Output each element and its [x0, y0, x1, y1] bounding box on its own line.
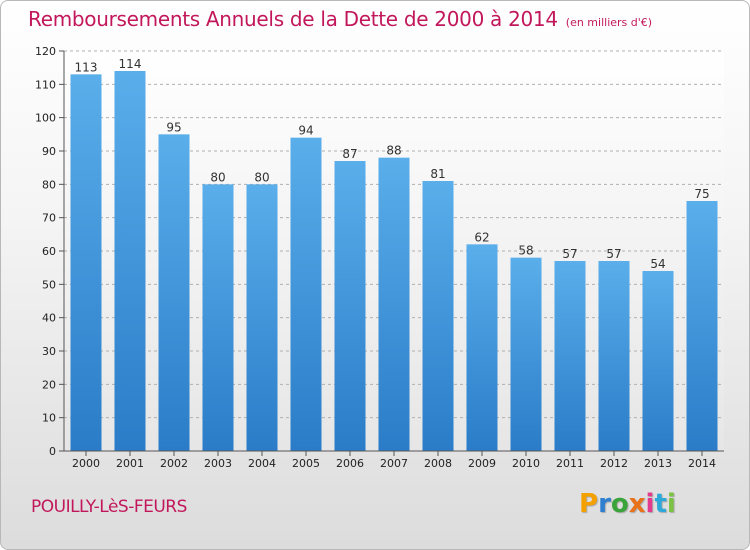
x-tick-label: 2014	[688, 457, 716, 470]
chart-title-text: Remboursements Annuels de la Dette de 20…	[28, 7, 558, 31]
bar-value-label: 57	[606, 247, 621, 261]
bar	[642, 271, 674, 451]
y-tick-label: 20	[42, 378, 56, 391]
x-tick-label: 2011	[556, 457, 584, 470]
y-tick-label: 90	[42, 145, 56, 158]
bar-value-label: 81	[430, 167, 445, 181]
logo-letter: x	[628, 489, 646, 519]
proxiti-logo: Proxiti	[579, 489, 676, 519]
y-tick-label: 100	[35, 112, 56, 125]
logo-letter: o	[610, 489, 629, 519]
x-tick-label: 2003	[204, 457, 232, 470]
y-axis: 0 10 20 30 40 50 60 70 80 90 100 110 120	[35, 45, 65, 458]
bar	[70, 74, 102, 451]
bar-value-label: 62	[474, 230, 489, 244]
bar	[554, 261, 586, 451]
x-tick-label: 2010	[512, 457, 540, 470]
y-tick-label: 0	[49, 445, 56, 458]
bar-value-label: 88	[386, 144, 401, 158]
x-tick-label: 2000	[72, 457, 100, 470]
logo-letter: r	[598, 489, 611, 519]
bar-value-label: 75	[694, 187, 709, 201]
y-tick-label: 10	[42, 412, 56, 425]
y-tick-label: 110	[35, 78, 56, 91]
logo-letter: i	[645, 489, 655, 519]
bar-value-label: 95	[166, 120, 181, 134]
bar	[378, 157, 410, 451]
x-tick-label: 2001	[116, 457, 144, 470]
bar-value-label: 113	[75, 60, 98, 74]
bar	[422, 181, 454, 451]
bar	[202, 184, 234, 452]
x-tick-label: 2013	[644, 457, 672, 470]
bar	[114, 71, 146, 451]
y-tick-label: 80	[42, 178, 56, 191]
y-tick-label: 120	[35, 45, 56, 58]
bar-value-label: 80	[210, 170, 225, 184]
x-tick-label: 2002	[160, 457, 188, 470]
bar	[686, 201, 718, 451]
bar	[334, 161, 366, 451]
x-tick-label: 2004	[248, 457, 276, 470]
x-tick-label: 2012	[600, 457, 628, 470]
y-tick-label: 40	[42, 312, 56, 325]
x-tick-label: 2005	[292, 457, 320, 470]
bar-value-label: 57	[562, 247, 577, 261]
logo-letter: t	[654, 489, 667, 519]
y-tick-label: 50	[42, 278, 56, 291]
bar-value-label: 54	[650, 257, 665, 271]
chart-unit: (en milliers d'€)	[565, 16, 653, 29]
x-tick-label: 2009	[468, 457, 496, 470]
y-tick-label: 30	[42, 345, 56, 358]
bar	[290, 137, 322, 451]
logo-letter: P	[579, 489, 599, 519]
bar	[510, 257, 542, 451]
bar	[466, 244, 498, 451]
x-axis: 2000 2001 2002 2003 2004 2005 2006 2007 2008 2009…	[64, 450, 724, 470]
x-tick-label: 2007	[380, 457, 408, 470]
x-tick-label: 2008	[424, 457, 452, 470]
bar	[158, 134, 190, 452]
bar-value-label: 80	[254, 170, 269, 184]
logo-letter: i	[666, 489, 676, 519]
bar-value-label: 114	[119, 57, 142, 71]
y-tick-label: 60	[42, 245, 56, 258]
x-tick-label: 2006	[336, 457, 364, 470]
bars: 113 114 95 80 80 94 87 88 81 62 58 57 57 54 75	[70, 57, 718, 452]
y-tick-label: 70	[42, 212, 56, 225]
bar-value-label: 94	[298, 124, 313, 138]
bar	[246, 184, 278, 452]
commune-name: POUILLY-LèS-FEURS	[31, 497, 187, 517]
chart-title: Remboursements Annuels de la Dette de 20…	[28, 7, 652, 31]
bar-value-label: 58	[518, 244, 533, 258]
bar-value-label: 87	[342, 147, 357, 161]
bar	[598, 261, 630, 451]
